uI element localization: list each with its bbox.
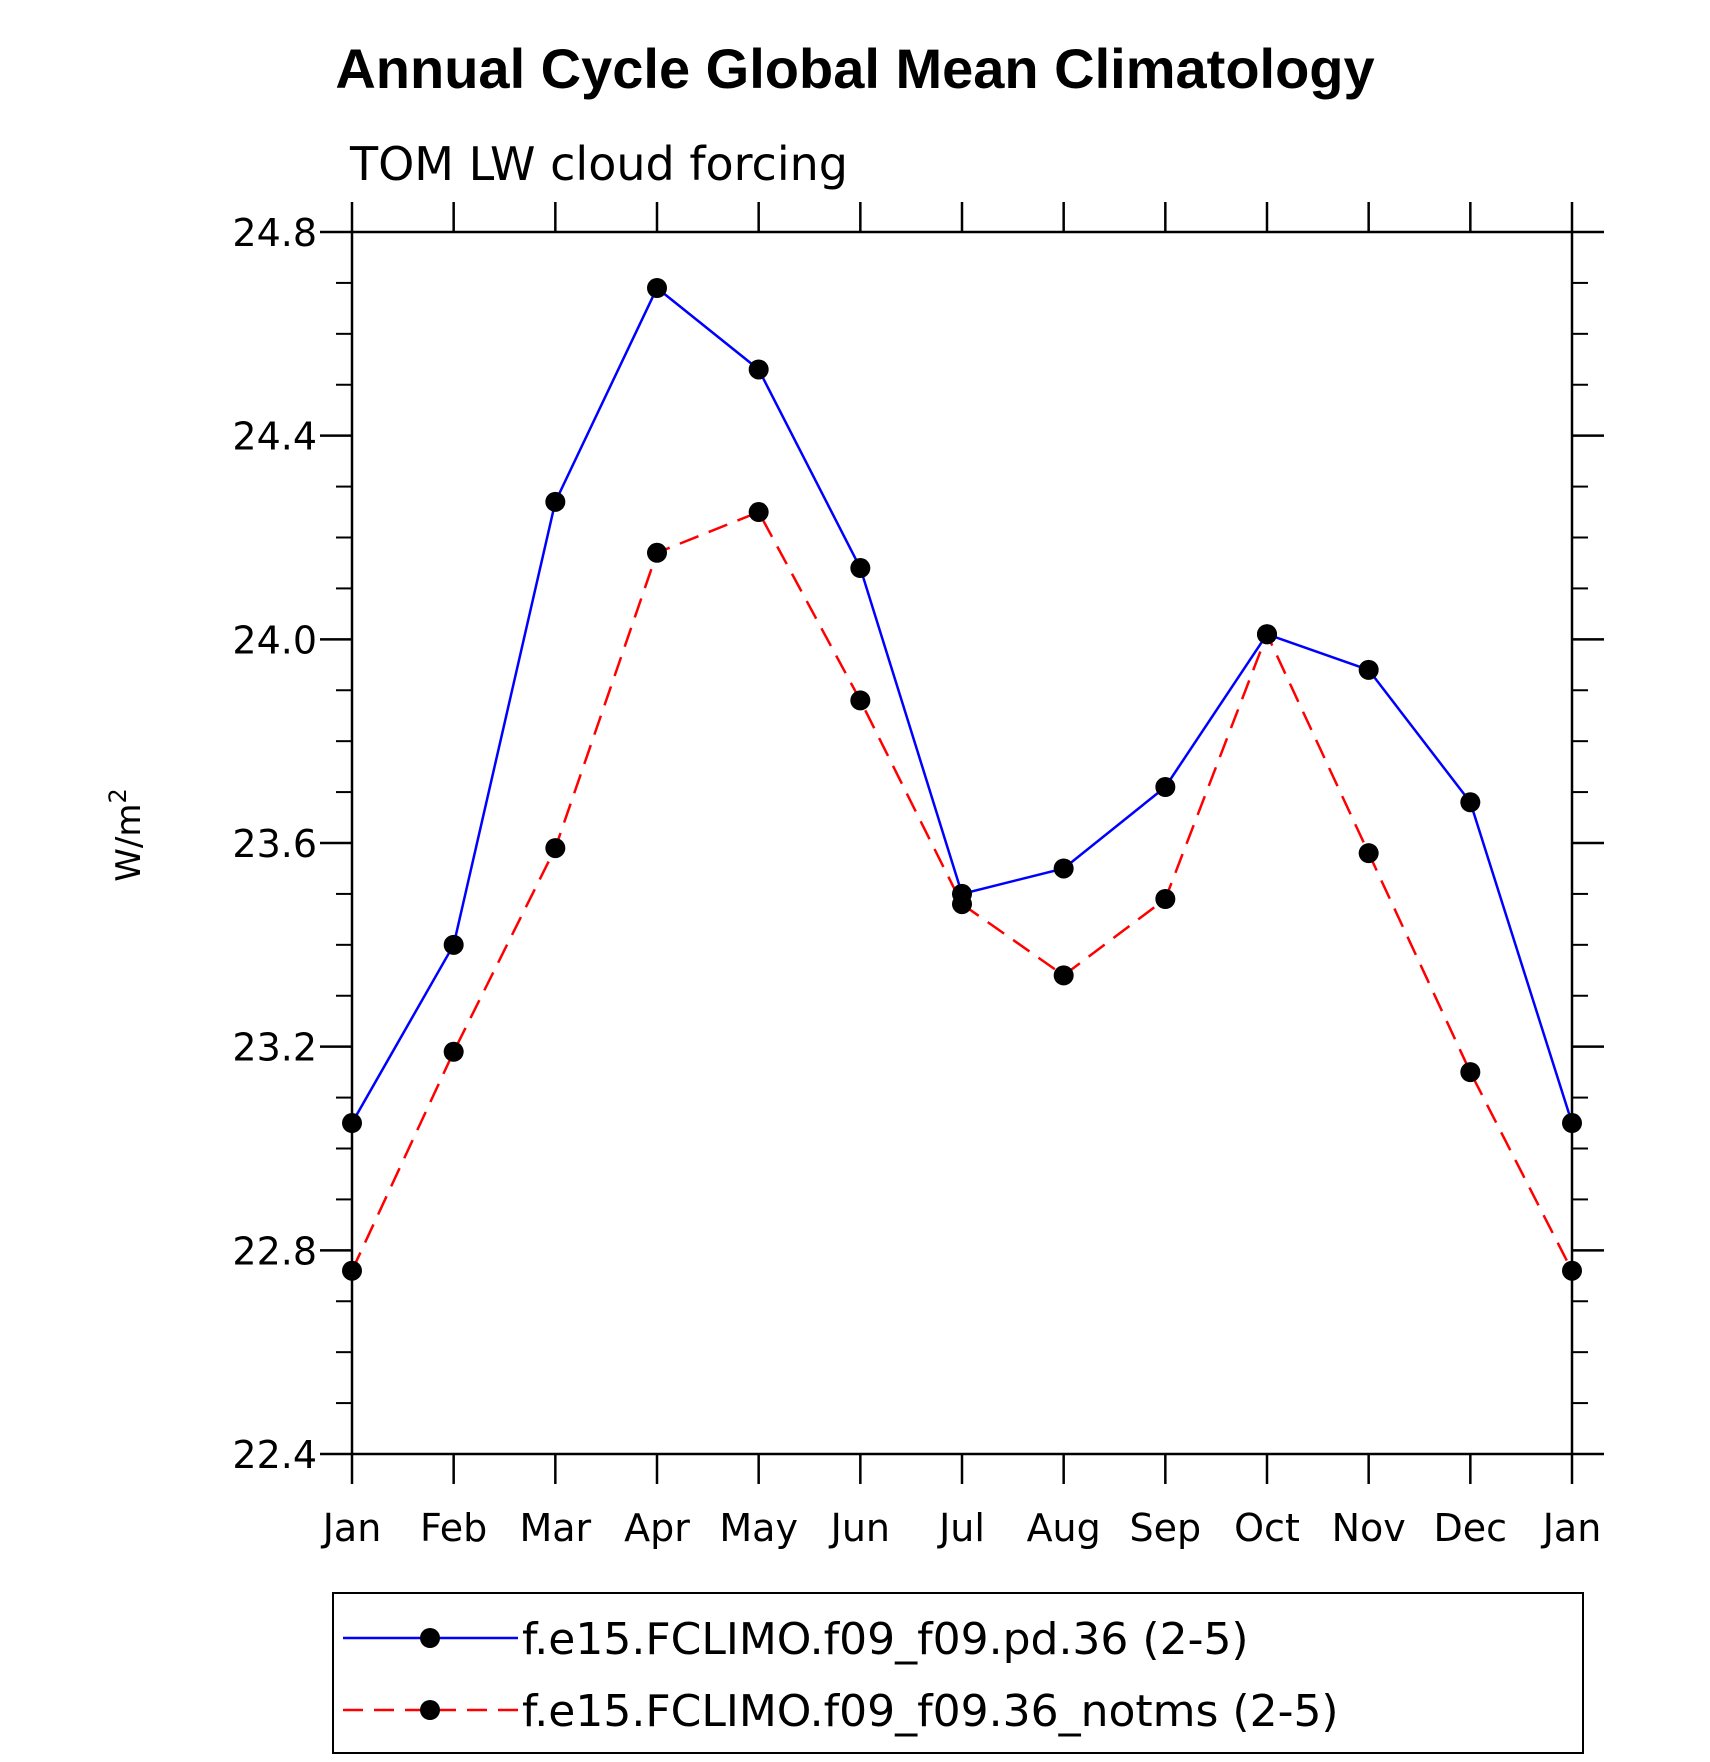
x-tick-label: Apr xyxy=(624,1506,690,1550)
series-2-point xyxy=(1155,889,1176,910)
series-2-point xyxy=(545,838,566,859)
series-line-1 xyxy=(350,286,1574,1124)
series-2-point xyxy=(1562,1260,1582,1281)
chart-title: Annual Cycle Global Mean Climatology xyxy=(335,37,1374,100)
x-tick-label: Aug xyxy=(1027,1506,1101,1550)
series-2-point xyxy=(1358,843,1379,864)
series-markers xyxy=(342,278,1582,1281)
y-axis-label: W/m2 xyxy=(104,788,149,881)
legend-label-series-2: f.e15.FCLIMO.f09_f09.36_notms (2-5) xyxy=(522,1686,1339,1737)
y-tick-label: 24.4 xyxy=(232,415,317,459)
chart-subtitle: TOM LW cloud forcing xyxy=(349,137,848,191)
x-tick-label: Jul xyxy=(937,1506,985,1550)
legend-label-series-1: f.e15.FCLIMO.f09_f09.pd.36 (2-5) xyxy=(522,1614,1249,1665)
series-2-point xyxy=(647,542,667,563)
plot-frame xyxy=(350,230,1574,1456)
legend-marker-series-1 xyxy=(420,1628,440,1648)
y-tick-label: 22.8 xyxy=(232,1229,317,1273)
x-tick-label: Dec xyxy=(1434,1506,1508,1550)
x-tick-label: Sep xyxy=(1130,1506,1202,1550)
series-1-point xyxy=(443,934,464,955)
y-tick-label: 24.0 xyxy=(232,618,317,662)
legend-marker-series-2 xyxy=(420,1700,440,1720)
plot-area-border xyxy=(350,230,1574,1456)
series-1-point xyxy=(748,359,769,380)
series-1-point xyxy=(1358,659,1379,680)
series-2-point xyxy=(1053,965,1074,986)
series-2-point xyxy=(1460,1062,1481,1083)
series-2-point xyxy=(1257,624,1277,645)
series-2-point xyxy=(443,1041,464,1062)
x-tick-label: Jun xyxy=(829,1506,890,1550)
axis-ticks: 22.4 22.8 23.2 23.6 24.0 24.4 24.8 Jan Feb Mar Apr… xyxy=(232,202,1604,1550)
legend-box xyxy=(332,1592,1584,1754)
series-1-point xyxy=(850,558,871,579)
series-2-point xyxy=(952,894,972,915)
x-tick-label: Nov xyxy=(1332,1506,1406,1550)
series-1-point xyxy=(545,491,566,512)
y-axis-label-unit: W/m xyxy=(109,804,149,882)
y-tick-label: 23.2 xyxy=(232,1026,317,1070)
series-2-point xyxy=(342,1260,362,1281)
y-axis-label-exponent: 2 xyxy=(104,788,132,803)
x-tick-label: Feb xyxy=(420,1506,487,1550)
x-tick-label: May xyxy=(719,1506,798,1550)
series-1-point xyxy=(1155,776,1176,797)
series-1-point xyxy=(1053,858,1074,879)
y-tick-label: 23.6 xyxy=(232,822,317,866)
y-tick-label: 24.8 xyxy=(232,211,317,255)
series-1-point xyxy=(1562,1113,1582,1134)
series-1-point xyxy=(647,278,667,299)
series-1-point xyxy=(342,1113,362,1134)
series-2-point xyxy=(850,690,871,711)
x-tick-label: Mar xyxy=(519,1506,591,1550)
x-tick-label: Oct xyxy=(1234,1506,1300,1550)
y-tick-label: 22.4 xyxy=(232,1433,317,1477)
series-1-point xyxy=(1460,792,1481,813)
series-2-point xyxy=(748,502,769,523)
series-lines xyxy=(350,286,1574,1272)
legend: f.e15.FCLIMO.f09_f09.pd.36 (2-5) f.e15.F… xyxy=(332,1592,1584,1754)
x-tick-label: Jan xyxy=(1541,1506,1602,1550)
x-tick-label: Jan xyxy=(321,1506,382,1550)
